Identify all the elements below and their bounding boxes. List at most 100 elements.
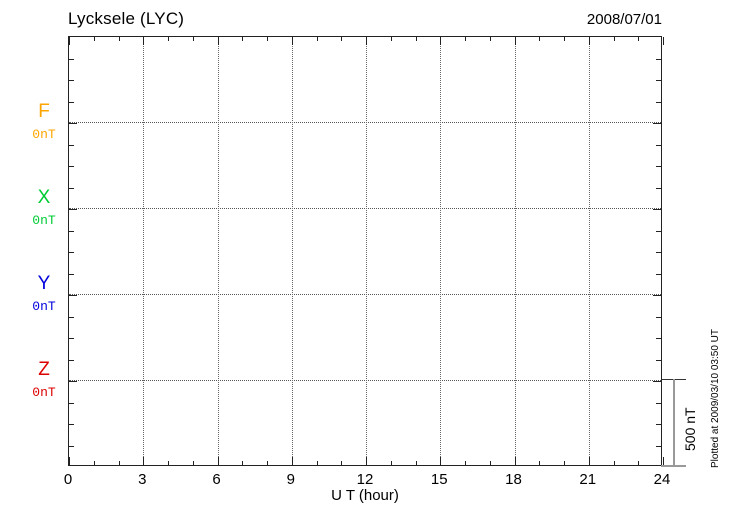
y-axis-tick	[69, 80, 74, 81]
x-axis-tick	[292, 457, 293, 465]
x-axis-tick	[69, 457, 70, 465]
channel-zero-label: 0nT	[32, 213, 56, 228]
x-axis-tick	[589, 457, 590, 465]
x-axis-tick-label: 21	[579, 471, 597, 488]
x-axis-tick	[317, 461, 318, 465]
x-axis-tick	[564, 461, 565, 465]
y-axis-tick	[69, 446, 74, 447]
y-axis-tick	[69, 145, 74, 146]
x-axis-tick	[193, 461, 194, 465]
y-axis-tick	[69, 274, 74, 275]
x-axis-tick	[193, 37, 194, 41]
x-axis-tick	[242, 461, 243, 465]
baseline-gridline	[69, 122, 661, 123]
plot-area	[68, 36, 664, 466]
hour-gridline	[589, 37, 590, 465]
y-axis-tick	[69, 59, 74, 60]
x-axis-tick	[94, 37, 95, 41]
y-axis-tick	[69, 102, 74, 103]
x-axis-tick	[317, 37, 318, 41]
x-axis-tick	[614, 37, 615, 41]
x-axis-tick	[614, 461, 615, 465]
baseline-gridline	[69, 208, 661, 209]
x-axis-tick	[366, 37, 367, 45]
hour-gridline	[143, 37, 144, 465]
x-axis-tick	[638, 461, 639, 465]
y-axis-tick	[656, 274, 661, 275]
channel-label: X	[37, 187, 51, 208]
hour-gridline	[218, 37, 219, 465]
y-axis-tick	[653, 381, 661, 382]
x-axis-tick	[119, 461, 120, 465]
y-axis-tick	[69, 231, 74, 232]
x-axis-tick	[638, 37, 639, 41]
x-axis-tick-label: 18	[505, 471, 522, 488]
hour-gridline	[292, 37, 293, 465]
scale-bar-label: 500 nT	[682, 407, 698, 451]
hour-gridline	[515, 37, 516, 465]
x-axis-tick	[292, 37, 293, 45]
x-axis-tick	[69, 37, 70, 45]
x-axis-tick	[267, 37, 268, 41]
y-axis-tick	[69, 424, 74, 425]
date-label: 2008/07/01	[586, 11, 662, 28]
hour-gridline	[440, 37, 441, 465]
x-axis-tick-label: 6	[212, 471, 221, 488]
x-axis-title: U T (hour)	[331, 487, 399, 504]
y-axis-tick	[656, 166, 661, 167]
x-axis-tick	[218, 37, 219, 45]
y-axis-tick	[69, 209, 77, 210]
y-axis-tick	[656, 424, 661, 425]
x-axis-tick	[391, 461, 392, 465]
x-axis-tick-label: 15	[430, 471, 448, 488]
x-axis-tick	[465, 37, 466, 41]
y-axis-tick	[653, 209, 661, 210]
y-axis-tick	[69, 123, 77, 124]
channel-zero-label: 0nT	[32, 127, 56, 142]
channel-label: F	[38, 101, 50, 122]
baseline-gridline	[69, 294, 661, 295]
y-axis-tick	[69, 295, 77, 296]
x-axis-tick	[490, 37, 491, 41]
y-axis-tick	[656, 317, 661, 318]
scale-bar-bottom-cap	[661, 465, 686, 467]
channel-label: Y	[37, 273, 51, 294]
x-axis-tick	[490, 461, 491, 465]
x-axis-tick	[168, 461, 169, 465]
y-axis-tick	[653, 123, 661, 124]
x-axis-tick	[143, 457, 144, 465]
y-axis-tick	[656, 338, 661, 339]
baseline-gridline	[69, 380, 661, 381]
y-axis-tick	[69, 188, 74, 189]
x-axis-tick	[341, 37, 342, 41]
x-axis-tick	[440, 457, 441, 465]
x-axis-tick	[440, 37, 441, 45]
x-axis-tick	[564, 37, 565, 41]
y-axis-tick	[656, 446, 661, 447]
channel-zero-label: 0nT	[32, 299, 56, 314]
y-axis-tick	[69, 403, 74, 404]
y-axis-tick	[69, 317, 74, 318]
x-axis-tick	[515, 37, 516, 45]
channel-zero-label: 0nT	[32, 385, 56, 400]
x-axis-tick	[539, 461, 540, 465]
y-axis-tick	[656, 102, 661, 103]
y-axis-tick	[656, 231, 661, 232]
x-axis-tick	[143, 37, 144, 45]
y-axis-tick	[656, 188, 661, 189]
scale-bar	[673, 379, 675, 467]
station-title: Lycksele (LYC)	[68, 9, 185, 28]
x-axis-tick	[341, 461, 342, 465]
x-axis-tick	[539, 37, 540, 41]
y-axis-tick	[656, 145, 661, 146]
y-axis-tick	[69, 360, 74, 361]
channel-label: Z	[38, 359, 50, 380]
y-axis-tick	[656, 403, 661, 404]
x-axis-tick	[168, 37, 169, 41]
y-axis-tick	[656, 252, 661, 253]
y-axis-tick	[656, 360, 661, 361]
y-axis-tick	[656, 80, 661, 81]
hour-gridline	[366, 37, 367, 465]
x-axis-tick	[515, 457, 516, 465]
x-axis-tick	[242, 37, 243, 41]
